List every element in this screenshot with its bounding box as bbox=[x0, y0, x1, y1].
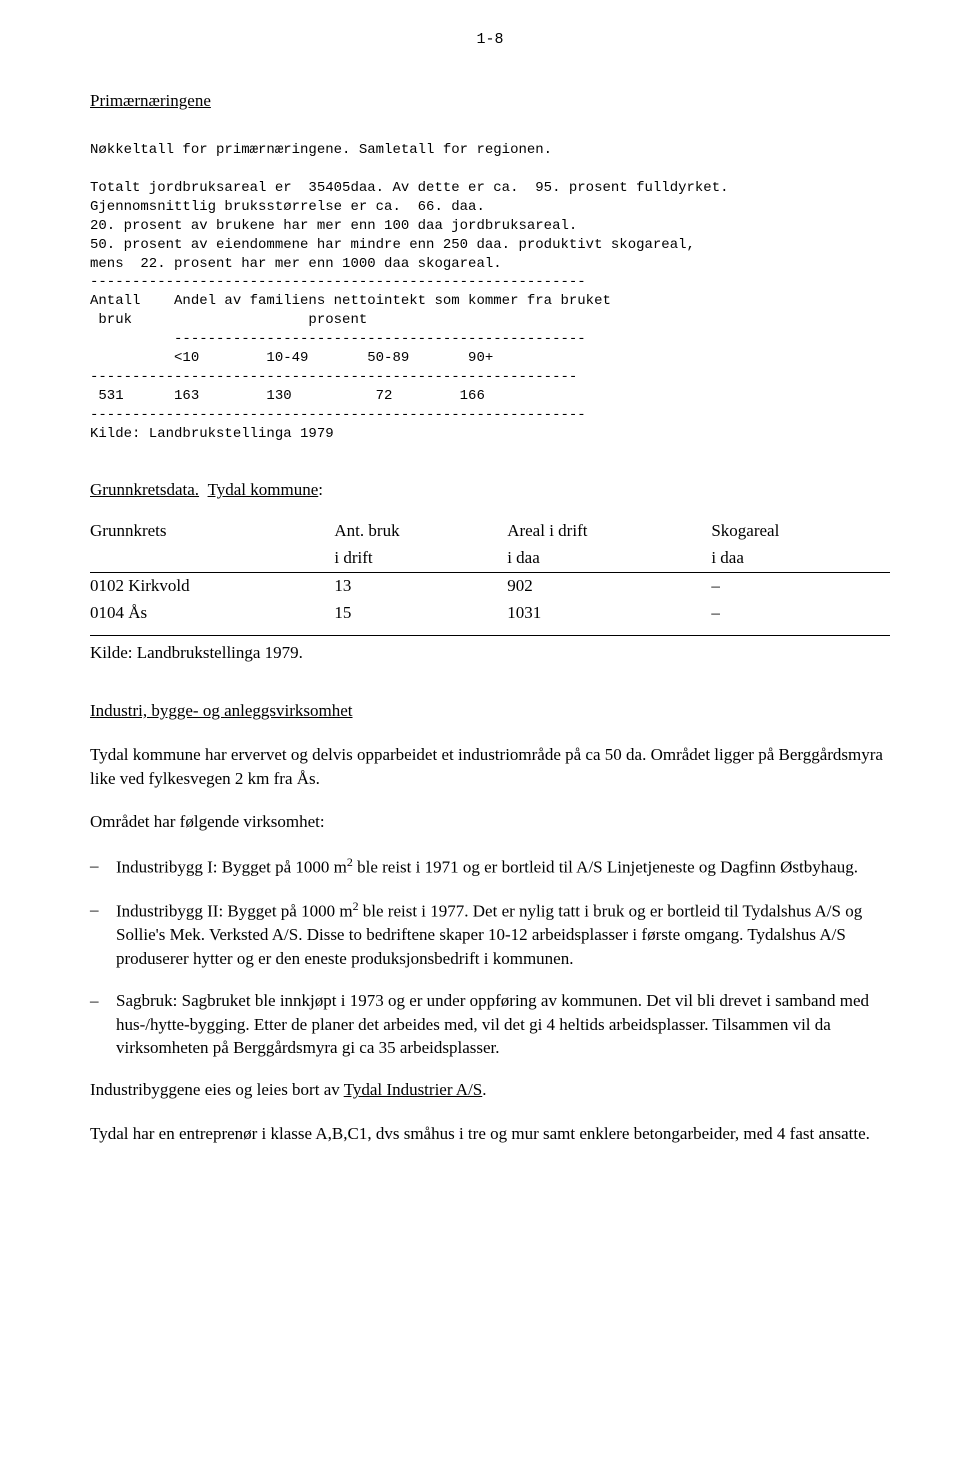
table-row: 0104 Ås 15 1031 – bbox=[90, 600, 890, 627]
paragraph: Tydal har en entreprenør i klasse A,B,C1… bbox=[90, 1122, 890, 1146]
cell: 15 bbox=[334, 600, 507, 627]
cell: – bbox=[711, 600, 890, 627]
cell: 902 bbox=[507, 573, 711, 600]
mono-line: <10 10-49 50-89 90+ bbox=[90, 350, 493, 366]
col-header: Ant. bruk bbox=[334, 518, 507, 545]
bullet-item: – Sagbruk: Sagbruket ble innkjøpt i 1973… bbox=[90, 989, 890, 1060]
bullet-text: Industribygg II: Bygget på 1000 m2 ble r… bbox=[116, 898, 890, 971]
mono-divider: ----------------------------------------… bbox=[90, 274, 586, 290]
col-header: Skogareal bbox=[711, 518, 890, 545]
mono-line: Nøkkeltall for primærnæringene. Samletal… bbox=[90, 142, 552, 158]
paragraph: Industribyggene eies og leies bort av Ty… bbox=[90, 1078, 890, 1102]
mono-line: 531 163 130 72 166 bbox=[90, 388, 485, 404]
bullet-text: Industribygg I: Bygget på 1000 m2 ble re… bbox=[116, 854, 890, 879]
mono-line: Antall Andel av familiens nettointekt so… bbox=[90, 293, 611, 309]
grunnkrets-table: Grunnkrets Ant. bruk Areal i drift Skoga… bbox=[90, 518, 890, 627]
mono-divider: ----------------------------------------… bbox=[90, 369, 577, 385]
table-row: 0102 Kirkvold 13 902 – bbox=[90, 573, 890, 600]
cell: 0104 Ås bbox=[90, 600, 334, 627]
bullet-dash-icon: – bbox=[90, 898, 116, 971]
table-bottom-rule bbox=[90, 635, 890, 636]
text-fragment: Industribyggene eies og leies bort av bbox=[90, 1080, 344, 1099]
mono-line: Totalt jordbruksareal er 35405daa. Av de… bbox=[90, 180, 729, 196]
company-name: Tydal Industrier A/S bbox=[344, 1080, 483, 1099]
cell: 13 bbox=[334, 573, 507, 600]
bullet-item: – Industribygg I: Bygget på 1000 m2 ble … bbox=[90, 854, 890, 879]
section-title-industry-text: Industri, bygge- og anleggsvirksomhet bbox=[90, 701, 353, 720]
page-number: 1-8 bbox=[90, 30, 890, 50]
paragraph: Området har følgende virksomhet: bbox=[90, 810, 890, 834]
cell: 1031 bbox=[507, 600, 711, 627]
subsection-label-1: Grunnkretsdata. bbox=[90, 480, 199, 499]
subsection-label-2: Tydal kommune bbox=[208, 480, 319, 499]
col-subheader: i daa bbox=[711, 545, 890, 572]
bullet-text: Sagbruk: Sagbruket ble innkjøpt i 1973 o… bbox=[116, 989, 890, 1060]
col-header: Areal i drift bbox=[507, 518, 711, 545]
mono-line: bruk prosent bbox=[90, 312, 367, 328]
mono-source: Kilde: Landbrukstellinga 1979 bbox=[90, 426, 334, 442]
mono-line: Gjennomsnittlig bruksstørrelse er ca. 66… bbox=[90, 199, 485, 215]
col-subheader: i daa bbox=[507, 545, 711, 572]
mono-line: 50. prosent av eiendommene har mindre en… bbox=[90, 237, 695, 253]
text-fragment: Industribygg I: Bygget på 1000 m bbox=[116, 858, 347, 877]
cell: – bbox=[711, 573, 890, 600]
bullet-dash-icon: – bbox=[90, 854, 116, 879]
section-title-industry: Industri, bygge- og anleggsvirksomhet bbox=[90, 699, 890, 723]
subsection-title: Grunnkretsdata. Tydal kommune: bbox=[90, 479, 890, 502]
cell: 0102 Kirkvold bbox=[90, 573, 334, 600]
mono-line: 20. prosent av brukene har mer enn 100 d… bbox=[90, 218, 577, 234]
text-fragment: Industribygg II: Bygget på 1000 m bbox=[116, 901, 353, 920]
col-subheader bbox=[90, 545, 334, 572]
text-fragment: ble reist i 1971 og er bortleid til A/S … bbox=[353, 858, 858, 877]
text-fragment: . bbox=[482, 1080, 486, 1099]
section-title-primary: Primærnæringene bbox=[90, 90, 890, 113]
col-subheader: i drift bbox=[334, 545, 507, 572]
mono-stats-block: Nøkkeltall for primærnæringene. Samletal… bbox=[90, 141, 890, 443]
bullet-dash-icon: – bbox=[90, 989, 116, 1060]
paragraph: Tydal kommune har ervervet og delvis opp… bbox=[90, 743, 890, 791]
mono-line: mens 22. prosent har mer enn 1000 daa sk… bbox=[90, 256, 502, 272]
col-header: Grunnkrets bbox=[90, 518, 334, 545]
table-source: Kilde: Landbrukstellinga 1979. bbox=[90, 642, 890, 665]
mono-divider: ----------------------------------------… bbox=[90, 407, 586, 423]
mono-divider: ----------------------------------------… bbox=[90, 331, 586, 347]
bullet-item: – Industribygg II: Bygget på 1000 m2 ble… bbox=[90, 898, 890, 971]
